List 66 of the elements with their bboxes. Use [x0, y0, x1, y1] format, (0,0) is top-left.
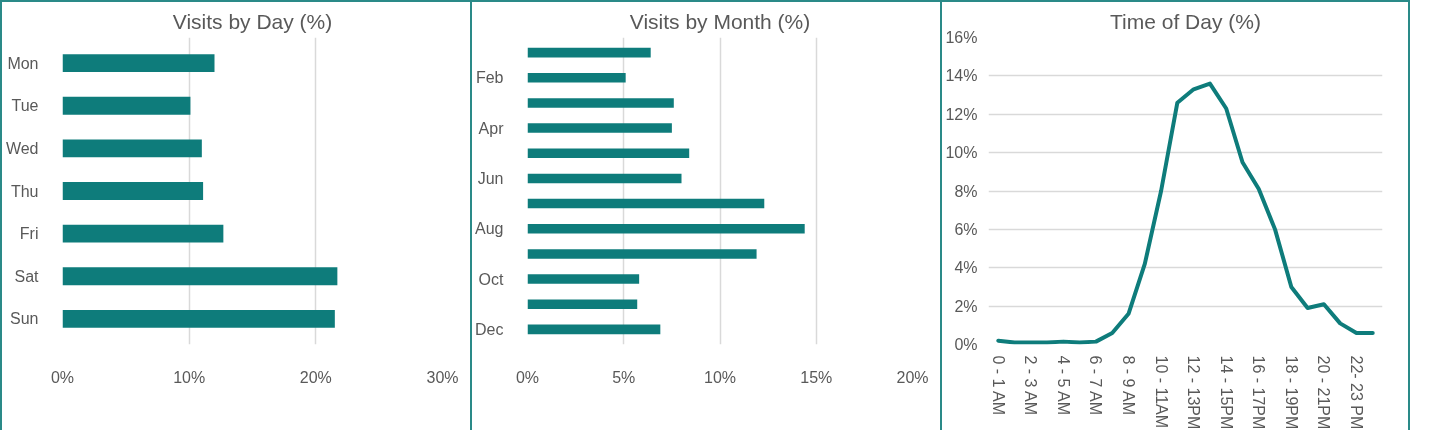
- y-tick-label: 8%: [954, 182, 978, 200]
- bar: [62, 267, 338, 286]
- y-tick-label: 2%: [954, 297, 978, 315]
- bar: [527, 47, 651, 58]
- x-tick-label: 10%: [703, 368, 737, 386]
- y-tick-label: Aug: [475, 220, 504, 238]
- x-tick-label: 5%: [612, 368, 636, 386]
- x-tick-label: 0 - 1 AM: [989, 355, 1007, 416]
- chart-title: Visits by Month (%): [629, 9, 811, 33]
- bar: [62, 139, 202, 158]
- x-tick-label: 15%: [800, 368, 833, 386]
- x-tick-label: 20%: [299, 368, 332, 386]
- y-tick-label: Thu: [10, 182, 39, 200]
- x-tick-label: 20%: [896, 368, 929, 386]
- bar: [62, 182, 204, 200]
- bar: [527, 72, 626, 83]
- bar: [527, 173, 682, 184]
- bar: [62, 54, 215, 73]
- x-tick-label: 16 - 17PM: [1250, 355, 1268, 430]
- x-tick-label: 0%: [50, 368, 75, 386]
- bar: [62, 96, 191, 115]
- y-tick-label: 10%: [945, 144, 978, 162]
- bar: [527, 148, 690, 159]
- bar: [527, 299, 638, 310]
- y-tick-label: Fri: [19, 225, 39, 243]
- bar: [527, 98, 674, 108]
- bar: [527, 324, 661, 335]
- bar: [62, 309, 335, 328]
- y-tick-label: 0%: [954, 336, 978, 353]
- y-tick-label: 4%: [954, 259, 978, 277]
- chart-title: Visits by Day (%): [172, 9, 333, 33]
- x-tick-label: 14 - 15PM: [1217, 355, 1235, 430]
- x-tick-label: 2 - 3 AM: [1022, 355, 1040, 416]
- chart-title: Time of Day (%): [1110, 9, 1261, 33]
- x-tick-label: 30%: [426, 368, 459, 386]
- y-tick-label: Oct: [478, 270, 505, 288]
- y-tick-label: 6%: [954, 220, 978, 238]
- x-tick-label: 10 - 11AM: [1152, 355, 1170, 429]
- y-tick-label: Apr: [478, 119, 505, 137]
- x-tick-label: 22- 23 PM: [1347, 355, 1365, 430]
- bar: [62, 224, 224, 243]
- y-tick-label: Tue: [11, 97, 39, 115]
- x-tick-label: 6 - 7 AM: [1087, 355, 1105, 416]
- line-series: [996, 81, 1375, 345]
- y-tick-label: 14%: [945, 67, 978, 85]
- y-tick-label: Sat: [14, 267, 40, 285]
- y-tick-label: Jun: [477, 169, 504, 187]
- bar: [527, 249, 757, 259]
- y-tick-label: Sun: [10, 310, 39, 328]
- bar: [527, 274, 640, 284]
- x-tick-label: 8 - 9 AM: [1120, 355, 1138, 416]
- x-tick-label: 10%: [173, 368, 206, 386]
- x-tick-label: 20 - 21PM: [1315, 355, 1333, 430]
- bar: [527, 123, 672, 133]
- y-tick-label: Wed: [5, 139, 39, 157]
- x-tick-label: 0%: [515, 368, 540, 386]
- bar: [527, 223, 805, 234]
- bar: [527, 198, 765, 209]
- y-tick-label: 16%: [945, 29, 978, 46]
- x-tick-label: 12 - 13PM: [1185, 355, 1203, 430]
- x-tick-label: 4 - 5 AM: [1054, 355, 1072, 416]
- y-tick-label: Dec: [475, 320, 504, 338]
- x-tick-label: 18 - 19PM: [1282, 355, 1300, 430]
- y-tick-label: Feb: [475, 69, 504, 87]
- y-tick-label: 12%: [945, 105, 978, 123]
- y-tick-label: Mon: [7, 54, 39, 72]
